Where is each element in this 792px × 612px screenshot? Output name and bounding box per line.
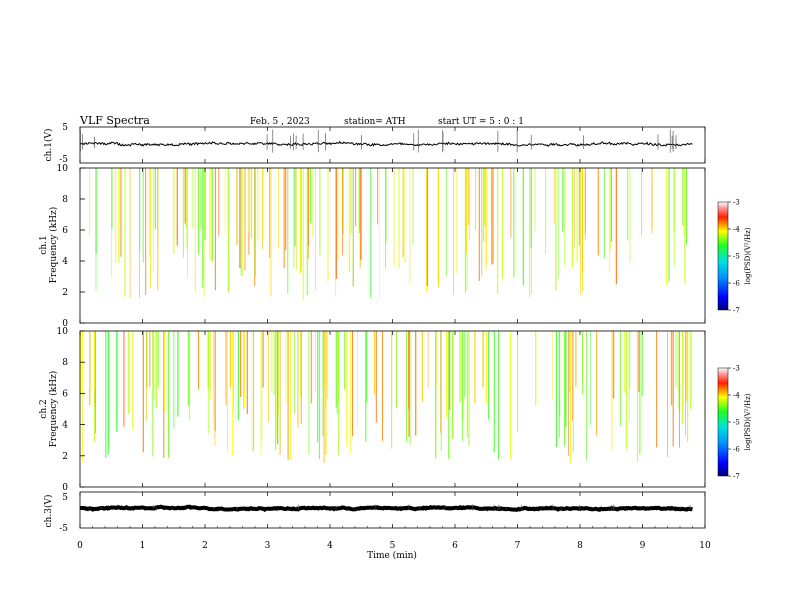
ch1-spectrogram-image	[89, 168, 688, 300]
waveform-line	[79, 140, 693, 147]
date-label: Feb. 5 , 2023	[250, 117, 310, 127]
ch1-waveform-ylabel: ch.1(V)	[43, 129, 54, 162]
ch1-waveform-frame	[79, 126, 706, 164]
start-time-label: start UT = 5 : 0 : 1	[438, 117, 524, 127]
ch1-ytick-bottom: -5	[59, 155, 68, 165]
ch1-waveform-series	[79, 129, 693, 153]
figure-title: VLF Spectra	[79, 114, 150, 127]
station-label: station= ATH	[344, 117, 406, 127]
ch1-ytick-top: 5	[62, 123, 68, 133]
